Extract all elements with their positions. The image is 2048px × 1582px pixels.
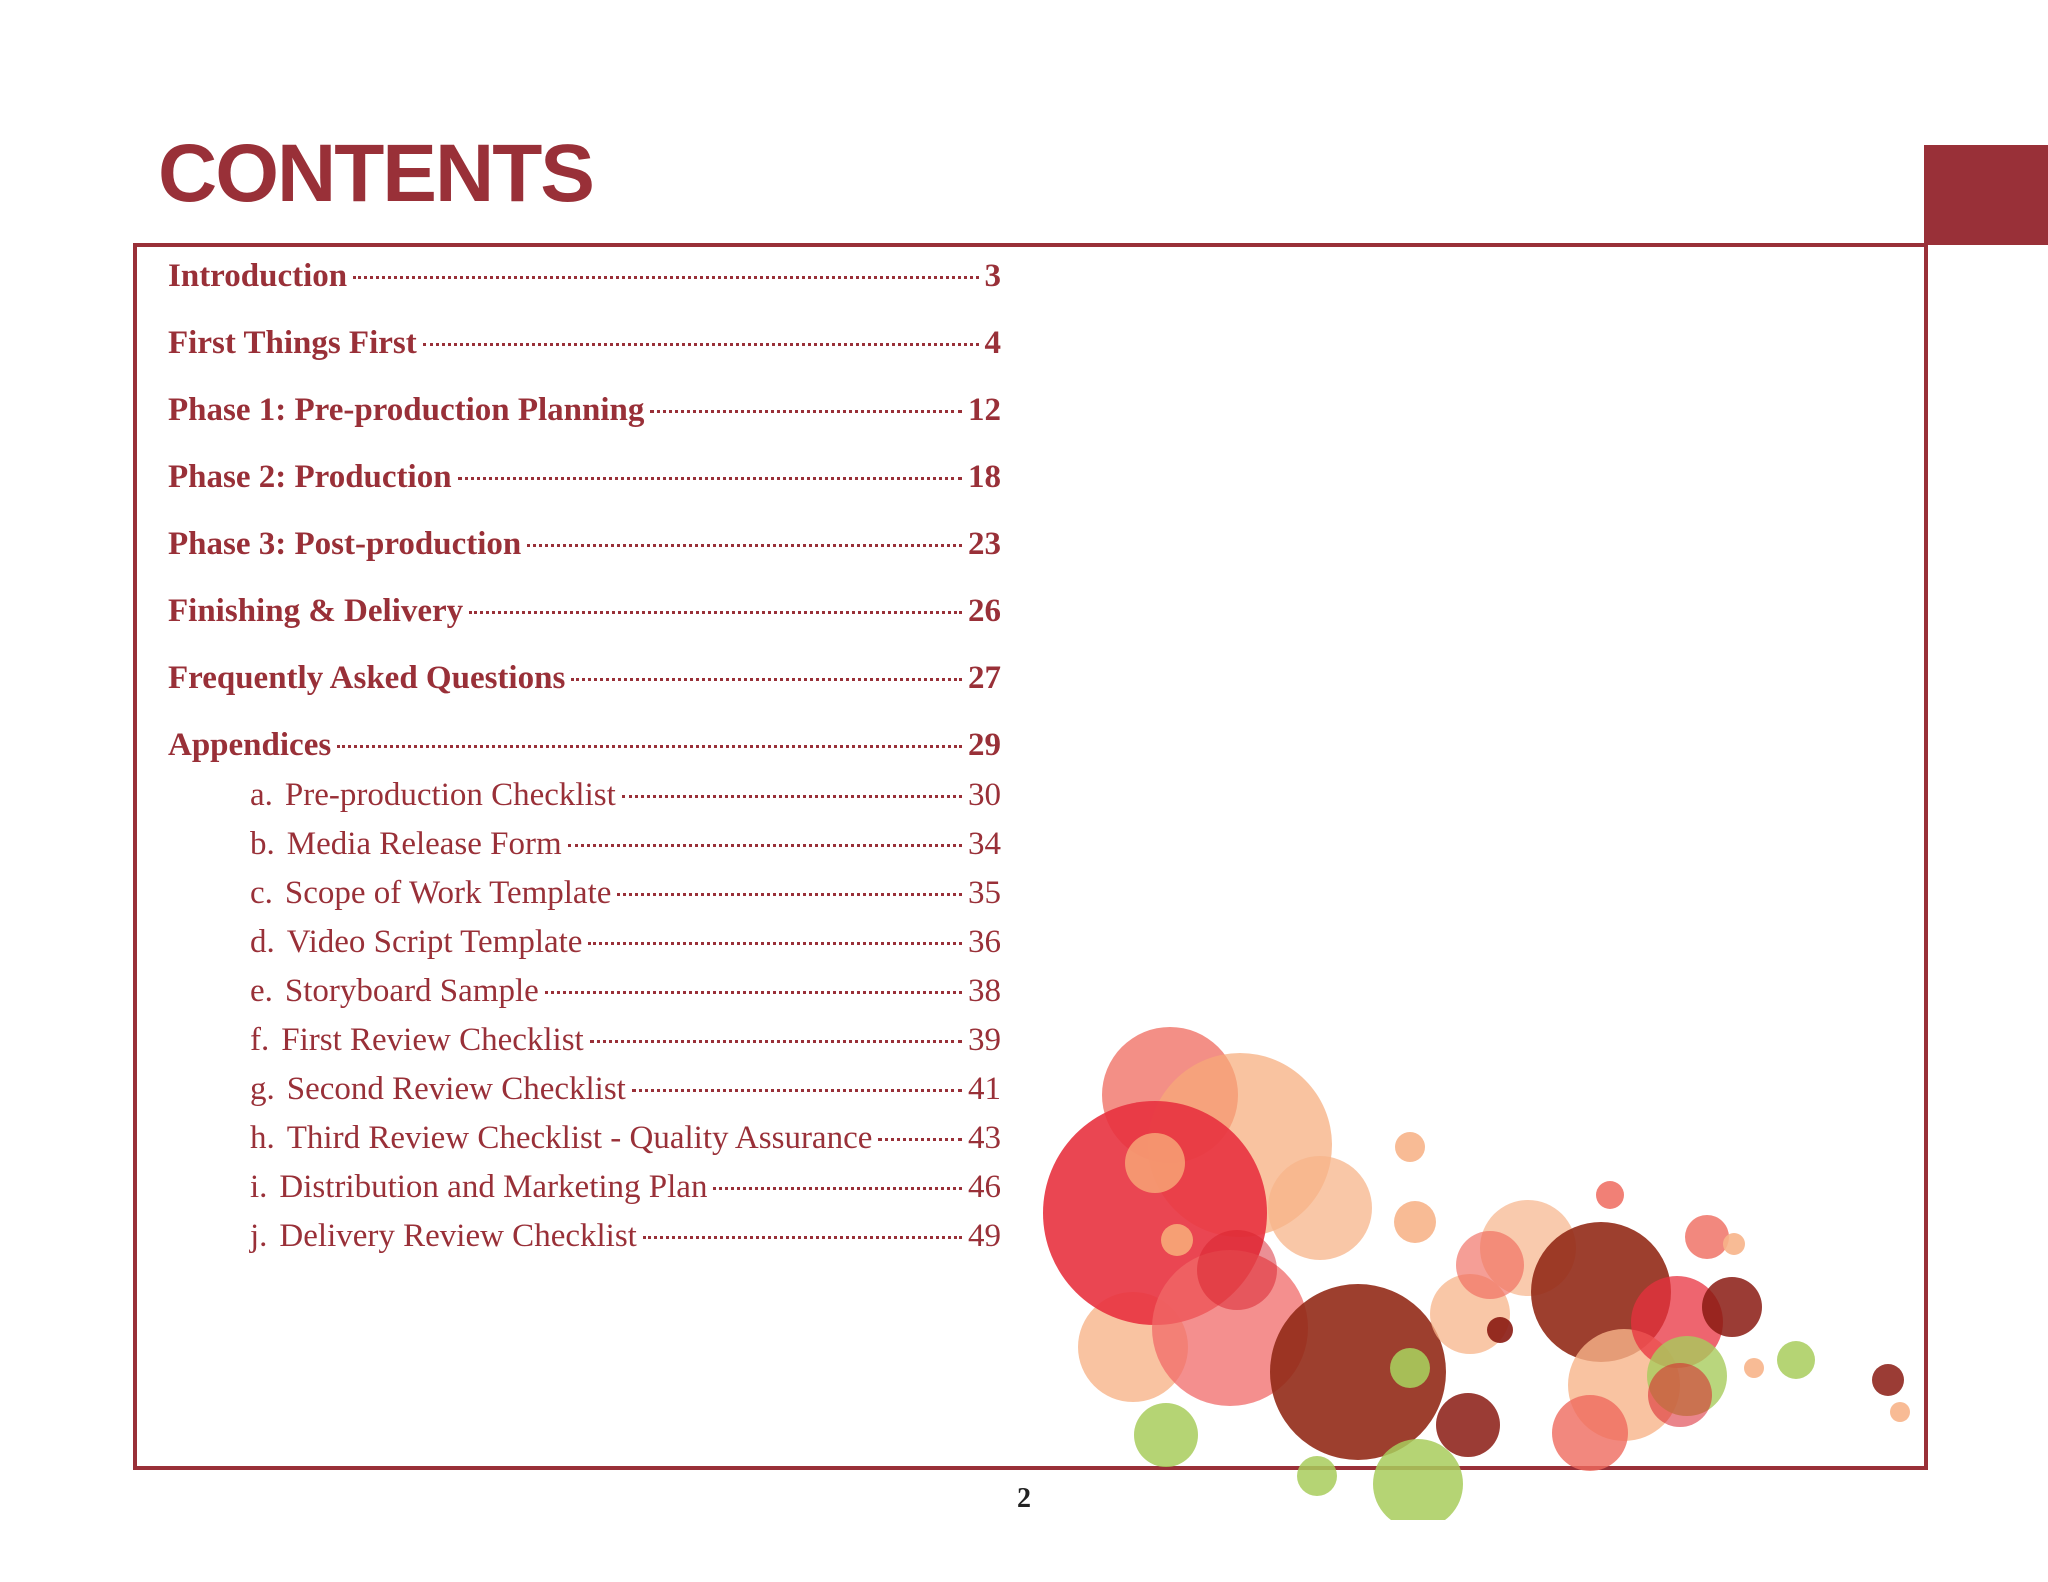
toc-entry-introduction[interactable]: Introduction 3 xyxy=(168,258,1001,325)
toc-appendix-entry[interactable]: h. Third Review Checklist - Quality Assur… xyxy=(168,1120,1001,1169)
dot-leader xyxy=(422,343,979,346)
toc-appendix-entry[interactable]: b. Media Release Form 34 xyxy=(168,826,1001,875)
toc-entry-page: 41 xyxy=(968,1071,1001,1107)
toc-entry-label: Finishing & Delivery xyxy=(168,593,464,629)
appendix-letter: d. xyxy=(250,924,275,960)
toc-entry-page: 18 xyxy=(968,459,1001,495)
dot-leader xyxy=(469,611,962,614)
toc-appendix-entry[interactable]: g. Second Review Checklist 41 xyxy=(168,1071,1001,1120)
toc-appendix-entry[interactable]: j. Delivery Review Checklist 49 xyxy=(168,1218,1001,1267)
dot-leader xyxy=(650,410,962,413)
dot-leader xyxy=(353,276,979,279)
toc-entry-label: Distribution and Marketing Plan xyxy=(279,1169,708,1205)
dot-leader xyxy=(527,544,962,547)
toc-entry-page: 49 xyxy=(968,1218,1001,1254)
toc-entry-page: 38 xyxy=(968,973,1001,1009)
toc-entry-page: 27 xyxy=(968,660,1001,696)
toc-entry-label: Second Review Checklist xyxy=(286,1071,626,1107)
toc-entry-phase-1[interactable]: Phase 1: Pre-production Planning 12 xyxy=(168,392,1001,459)
toc-entry-phase-3[interactable]: Phase 3: Post-production 23 xyxy=(168,526,1001,593)
toc-entry-faq[interactable]: Frequently Asked Questions 27 xyxy=(168,660,1001,727)
toc-appendix-entry[interactable]: d. Video Script Template 36 xyxy=(168,924,1001,973)
toc-entry-label: Video Script Template xyxy=(286,924,583,960)
decorative-bubbles xyxy=(1043,1027,1910,1520)
toc-appendix-entry[interactable]: a. Pre-production Checklist 30 xyxy=(168,777,1001,826)
dot-leader xyxy=(544,991,962,994)
dot-leader xyxy=(617,893,962,896)
toc-entry-first-things-first[interactable]: First Things First 4 xyxy=(168,325,1001,392)
dot-leader xyxy=(567,844,962,847)
toc-entry-label: Third Review Checklist - Quality Assuran… xyxy=(286,1120,873,1156)
toc-entry-label: First Things First xyxy=(168,325,417,361)
dot-leader xyxy=(713,1187,962,1190)
toc-entry-page: 3 xyxy=(984,258,1002,294)
toc-entry-page: 39 xyxy=(968,1022,1001,1058)
toc-entry-phase-2[interactable]: Phase 2: Production 18 xyxy=(168,459,1001,526)
dot-leader xyxy=(337,745,962,748)
content-frame xyxy=(133,243,1928,1470)
appendix-letter: e. xyxy=(250,973,273,1009)
toc-appendix-entry[interactable]: f. First Review Checklist 39 xyxy=(168,1022,1001,1071)
toc-appendix-entry[interactable]: e. Storyboard Sample 38 xyxy=(168,973,1001,1022)
appendix-letter: h. xyxy=(250,1120,275,1156)
toc-entry-page: 29 xyxy=(968,727,1001,763)
appendix-letter: b. xyxy=(250,826,275,862)
toc-entry-label: Introduction xyxy=(168,258,348,294)
toc-entry-label: Pre-production Checklist xyxy=(284,777,616,813)
toc-entry-page: 35 xyxy=(968,875,1001,911)
toc-entry-finishing-delivery[interactable]: Finishing & Delivery 26 xyxy=(168,593,1001,660)
toc-entry-label: Storyboard Sample xyxy=(284,973,539,1009)
appendix-letter: g. xyxy=(250,1071,275,1107)
toc-entry-appendices[interactable]: Appendices 29 xyxy=(168,727,1001,777)
dot-leader xyxy=(621,795,962,798)
toc-entry-page: 26 xyxy=(968,593,1001,629)
appendix-letter: c. xyxy=(250,875,273,911)
toc-entry-label: Phase 1: Pre-production Planning xyxy=(168,392,645,428)
dot-leader xyxy=(631,1089,962,1092)
toc-entry-page: 4 xyxy=(984,325,1002,361)
appendix-letter: a. xyxy=(250,777,273,813)
toc-entry-page: 23 xyxy=(968,526,1001,562)
toc-entry-label: First Review Checklist xyxy=(281,1022,584,1058)
toc-entry-label: Media Release Form xyxy=(286,826,562,862)
bubble-group xyxy=(1043,1027,1910,1520)
toc-appendix-entry[interactable]: i. Distribution and Marketing Plan 46 xyxy=(168,1169,1001,1218)
toc-entry-page: 43 xyxy=(968,1120,1001,1156)
toc-entry-label: Phase 3: Post-production xyxy=(168,526,522,562)
toc-entry-page: 46 xyxy=(968,1169,1001,1205)
dot-leader xyxy=(588,942,962,945)
dot-leader xyxy=(571,678,962,681)
dot-leader xyxy=(878,1138,962,1141)
appendix-letter: j. xyxy=(250,1218,268,1254)
dot-leader xyxy=(589,1040,962,1043)
toc-entry-label: Delivery Review Checklist xyxy=(279,1218,637,1254)
table-of-contents: Introduction 3 First Things First 4 Phas… xyxy=(168,258,1001,1267)
toc-entry-page: 34 xyxy=(968,826,1001,862)
toc-entry-page: 30 xyxy=(968,777,1001,813)
toc-entry-label: Frequently Asked Questions xyxy=(168,660,566,696)
dot-leader xyxy=(642,1236,962,1239)
page-number: 2 xyxy=(1017,1483,1031,1514)
toc-entry-page: 12 xyxy=(968,392,1001,428)
corner-tab xyxy=(1924,145,2048,245)
toc-entry-label: Appendices xyxy=(168,727,332,763)
appendix-letter: i. xyxy=(250,1169,268,1205)
toc-entry-page: 36 xyxy=(968,924,1001,960)
toc-entry-label: Phase 2: Production xyxy=(168,459,452,495)
appendix-letter: f. xyxy=(250,1022,270,1058)
dot-leader xyxy=(457,477,962,480)
toc-appendix-entry[interactable]: c. Scope of Work Template 35 xyxy=(168,875,1001,924)
page-title: CONTENTS xyxy=(158,128,595,219)
toc-entry-label: Scope of Work Template xyxy=(284,875,612,911)
